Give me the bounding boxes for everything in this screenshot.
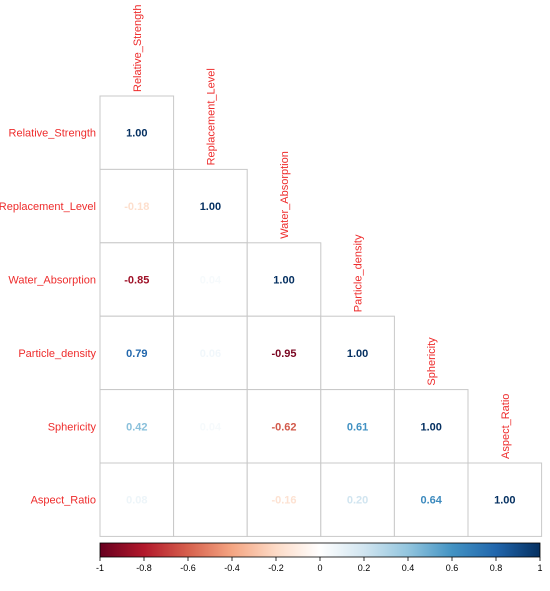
row-label: Sphericity	[48, 421, 97, 433]
cell-value: 0.61	[347, 421, 368, 433]
cell-Aspect_Ratio-Replacement_Level	[173, 462, 248, 537]
cell-Aspect_Ratio-Water_Absorption	[246, 462, 322, 537]
cell-value: -0.16	[271, 495, 296, 507]
cell-value: 0.20	[347, 495, 368, 507]
column-label: Relative_Strength	[132, 5, 144, 92]
cell-value: 0.08	[126, 495, 147, 507]
cell-value: 1.00	[347, 348, 368, 360]
cell-Sphericity-Sphericity	[393, 389, 469, 464]
cell-Sphericity-Replacement_Level	[173, 389, 248, 464]
colorbar-tick-label: -1	[96, 563, 104, 573]
cell-value: -0.62	[271, 421, 296, 433]
column-labels: Relative_Strength Replacement_Level Water_…	[132, 5, 512, 459]
cell-value: 1.00	[420, 421, 441, 433]
cell-value: 1.00	[273, 275, 294, 287]
colorbar-tick-label: 1	[537, 563, 542, 573]
cell-value: 0.06	[200, 348, 221, 360]
cell-value: 0.79	[126, 348, 147, 360]
colorbar-tick-label: -0.8	[136, 563, 152, 573]
column-label: Water_Absorption	[279, 151, 291, 239]
column-label: Replacement_Level	[205, 68, 217, 165]
column-label: Sphericity	[426, 337, 438, 386]
column-label: Particle_density	[353, 234, 365, 312]
cell-Water_Absorption-Replacement_Level	[173, 242, 248, 317]
cell-value: 0.42	[126, 421, 147, 433]
cell-value: -0.85	[124, 275, 149, 287]
cell-value: 1.00	[200, 201, 221, 213]
colorbar-tick-label: 0.4	[402, 563, 415, 573]
cell-value: 0.04	[200, 275, 222, 287]
colorbar-tick-label: 0.6	[446, 563, 459, 573]
colorbar-tick-label: -0.6	[180, 563, 196, 573]
cell-Aspect_Ratio-Aspect_Ratio	[467, 462, 543, 537]
cell-Particle_density-Replacement_Level	[173, 315, 248, 391]
row-label: Relative_Strength	[9, 128, 96, 140]
cell-value: 0.64	[420, 495, 442, 507]
cell-value: 0.04	[200, 421, 222, 433]
colorbar-tick-label: 0	[317, 563, 322, 573]
row-label: Particle_density	[18, 348, 96, 360]
cell-value: -0.95	[271, 348, 296, 360]
cell-value: -0.18	[124, 201, 149, 213]
cell-Sphericity-Particle_density	[320, 389, 395, 464]
cell-Water_Absorption-Water_Absorption	[246, 242, 322, 317]
cell-Particle_density-Particle_density	[320, 315, 395, 391]
cell-Relative_Strength-Relative_Strength	[99, 95, 175, 170]
colorbar-tick-label: 0.8	[490, 563, 503, 573]
colorbar-tick-label: 0.2	[358, 563, 371, 573]
cell-Replacement_Level-Replacement_Level	[173, 168, 248, 244]
cell-Replacement_Level-Relative_Strength	[99, 168, 175, 244]
cell-Sphericity-Water_Absorption	[246, 389, 322, 464]
cell-value: 1.00	[126, 128, 147, 140]
row-label: Replacement_Level	[0, 201, 96, 213]
colorbar-ticks: -1 -0.8 -0.6 -0.4 -0.2 0 0.2 0.4 0.6 0.8 1	[96, 557, 543, 573]
cell-value: 1.00	[494, 495, 515, 507]
colorbar-tick-label: -0.2	[268, 563, 284, 573]
cell-Aspect_Ratio-Relative_Strength	[99, 462, 175, 537]
column-label: Aspect_Ratio	[500, 394, 512, 459]
cell-Aspect_Ratio-Particle_density	[320, 462, 395, 537]
colorbar: -1 -0.8 -0.6 -0.4 -0.2 0 0.2 0.4 0.6 0.8 1	[96, 542, 543, 573]
cell-Aspect_Ratio-Sphericity	[393, 462, 469, 537]
row-label: Aspect_Ratio	[31, 495, 96, 507]
colorbar-tick-label: -0.4	[224, 563, 240, 573]
correlation-cells: 1.00 -0.18 1.00 -0.85 0.04 1.00 0.79 0.06 -0.95 1…	[99, 95, 543, 537]
row-label: Water_Absorption	[8, 275, 96, 287]
colorbar-gradient	[99, 542, 541, 558]
row-labels: Relative_Strength Replacement_Level Water_…	[0, 128, 97, 507]
cell-Water_Absorption-Relative_Strength	[99, 242, 175, 317]
